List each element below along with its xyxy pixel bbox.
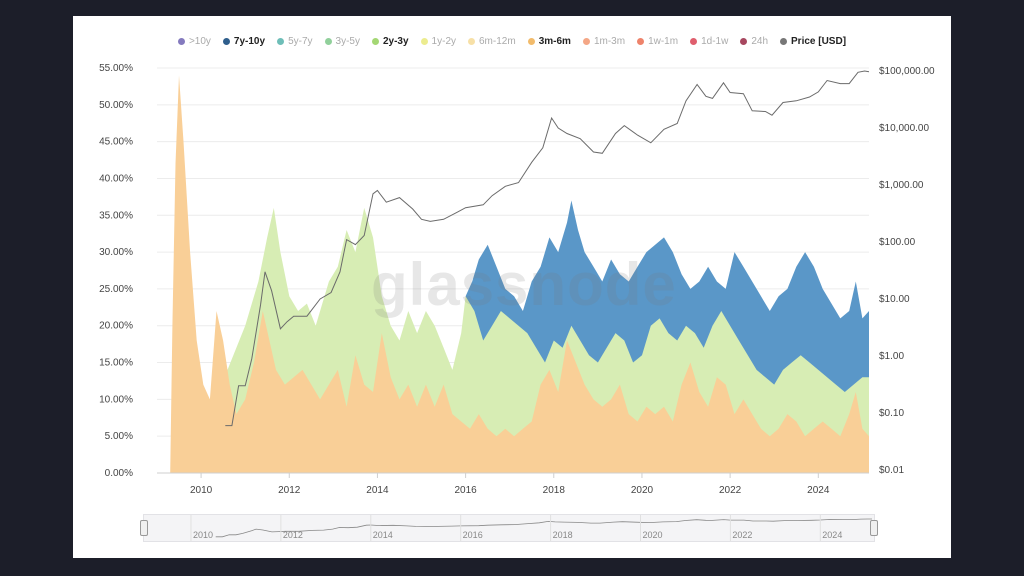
legend: >10y 7y-10y 5y-7y 3y-5y 2y-3y 1y-2y 6m-12m 3m-6… xyxy=(73,34,951,48)
x-tick-label: 2022 xyxy=(719,485,742,496)
x-tick-label: 2020 xyxy=(631,485,654,496)
navigator-year-label: 2018 xyxy=(552,530,573,540)
left-tick-label: 50.00% xyxy=(99,100,133,111)
legend-dot-icon xyxy=(222,37,230,45)
right-axis: $0.01 $0.10 $1.00 $10.00 $100.00 $1,000.00 $10… xyxy=(879,66,935,476)
navigator-year-label: 2020 xyxy=(642,530,663,540)
legend-item[interactable]: 1w-1m xyxy=(637,36,678,47)
x-axis: 2010 2012 2014 2016 2018 2020 2022 2024 xyxy=(157,472,869,496)
legend-dot-icon xyxy=(420,37,428,45)
x-tick-label: 2018 xyxy=(543,485,566,496)
legend-dot-icon xyxy=(277,37,285,45)
legend-dot-icon xyxy=(468,37,475,45)
right-tick-label: $100.00 xyxy=(879,237,916,248)
left-axis: 0.00% 5.00% 10.00% 15.00% 20.00% 25.00% 30.00%… xyxy=(99,63,133,479)
legend-item[interactable]: 3y-5y xyxy=(324,35,360,47)
left-tick-label: 25.00% xyxy=(99,284,133,295)
legend-label: 1d-1w xyxy=(701,35,729,47)
chart-canvas: 0.00% 5.00% 10.00% 15.00% 20.00% 25.00% 30.00%… xyxy=(99,63,935,496)
navigator-year-label: 2022 xyxy=(732,530,753,540)
legend-item[interactable]: 1y-2y xyxy=(420,35,456,47)
price-line xyxy=(225,70,870,427)
chart-panel: >10y 7y-10y 5y-7y 3y-5y 2y-3y 1y-2y 6m-12m 3m-6… xyxy=(73,16,951,558)
left-tick-label: 40.00% xyxy=(99,173,133,184)
legend-dot-icon xyxy=(324,37,332,45)
legend-item[interactable]: 7y-10y xyxy=(222,35,266,47)
legend-label: 24h xyxy=(751,35,769,47)
legend-item[interactable]: 3m-6m xyxy=(527,35,571,47)
price-line-group xyxy=(225,70,870,427)
left-tick-label: 45.00% xyxy=(99,137,133,148)
legend-dot-icon xyxy=(527,37,535,45)
legend-item[interactable]: 1m-3m xyxy=(582,35,626,47)
right-tick-label: $10.00 xyxy=(879,294,910,305)
left-tick-label: 5.00% xyxy=(105,431,133,442)
right-tick-label: $10,000.00 xyxy=(879,123,929,134)
legend-label: 3y-5y xyxy=(335,35,360,47)
legend-dot-icon xyxy=(177,37,185,45)
right-tick-label: $0.01 xyxy=(879,465,904,476)
legend-label: 1w-1m xyxy=(648,35,679,47)
navigator-left-handle[interactable] xyxy=(140,520,148,536)
legend-item[interactable]: Price [USD] xyxy=(780,36,846,47)
right-tick-label: $100,000.00 xyxy=(879,66,935,77)
legend-dot-icon xyxy=(371,37,379,45)
x-tick-label: 2014 xyxy=(366,485,389,496)
navigator-year-label: 2012 xyxy=(282,530,303,540)
x-tick-label: 2024 xyxy=(807,485,830,496)
right-tick-label: $1,000.00 xyxy=(879,180,924,191)
legend-item[interactable]: 6m-12m xyxy=(468,36,516,47)
left-tick-label: 15.00% xyxy=(99,358,133,369)
legend-dot-icon xyxy=(780,37,788,45)
legend-label: 1y-2y xyxy=(431,35,456,47)
x-tick-label: 2012 xyxy=(278,485,301,496)
legend-item[interactable]: 1d-1w xyxy=(690,36,728,47)
left-tick-label: 20.00% xyxy=(99,321,133,332)
legend-dot-icon xyxy=(740,37,748,45)
legend-label: 6m-12m xyxy=(479,35,516,47)
left-tick-label: 35.00% xyxy=(99,210,133,221)
legend-dot-icon xyxy=(690,37,698,45)
legend-dot-icon xyxy=(582,37,590,45)
legend-label: 5y-7y xyxy=(288,35,313,47)
legend-label: 2y-3y xyxy=(382,35,409,47)
navigator-year-label: 2024 xyxy=(822,530,843,540)
left-tick-label: 0.00% xyxy=(105,468,133,479)
legend-item[interactable]: 2y-3y xyxy=(371,35,409,47)
legend-label: >10y xyxy=(188,35,211,47)
legend-dot-icon xyxy=(637,37,645,45)
legend-item[interactable]: >10y xyxy=(177,35,211,47)
navigator-year-label: 2016 xyxy=(462,530,483,540)
left-tick-label: 30.00% xyxy=(99,247,133,258)
right-tick-label: $0.10 xyxy=(879,408,904,419)
left-tick-label: 55.00% xyxy=(99,63,133,74)
x-tick-label: 2016 xyxy=(454,485,477,496)
legend-item[interactable]: 5y-7y xyxy=(277,35,313,47)
legend-label: 7y-10y xyxy=(233,35,266,47)
legend-label: 3m-6m xyxy=(538,35,571,47)
legend-label: 1m-3m xyxy=(593,35,626,47)
navigator-year-label: 2010 xyxy=(192,530,213,540)
range-navigator[interactable]: 2010 2012 2014 2016 2018 2020 2022 2024 xyxy=(140,514,878,542)
legend-item[interactable]: 24h xyxy=(740,36,768,47)
area-series-group xyxy=(170,75,869,474)
right-tick-label: $1.00 xyxy=(879,351,904,362)
navigator-price-line xyxy=(215,518,872,538)
navigator-mini-chart xyxy=(190,515,872,541)
left-tick-label: 10.00% xyxy=(99,394,133,405)
legend-label: Price [USD] xyxy=(791,35,847,47)
x-tick-label: 2010 xyxy=(190,485,213,496)
navigator-right-handle[interactable] xyxy=(870,520,878,536)
navigator-year-label: 2014 xyxy=(372,530,393,540)
area-series-3m-6m xyxy=(170,75,869,474)
